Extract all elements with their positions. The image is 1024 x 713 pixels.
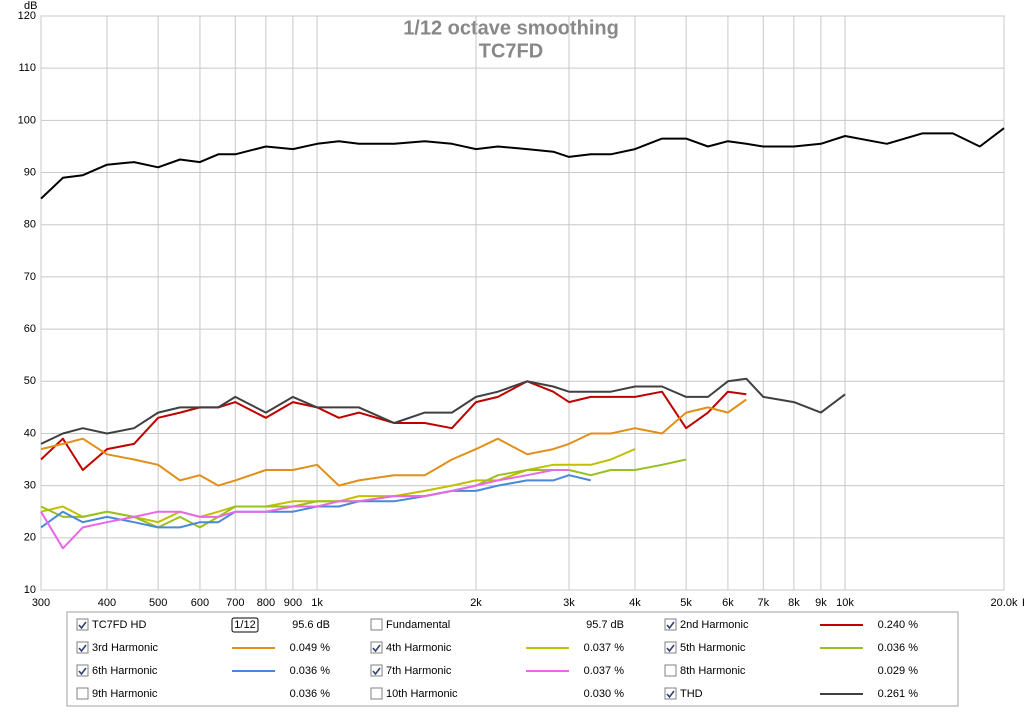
x-tick-label: 800: [257, 597, 275, 609]
series-line: [40, 377, 846, 445]
y-tick-label: 70: [24, 271, 36, 283]
legend-name: 5th Harmonic: [680, 642, 746, 654]
x-tick-label: 700: [226, 597, 244, 609]
legend-name: 6th Harmonic: [92, 665, 158, 677]
legend-reading: 0.029 %: [878, 665, 919, 677]
checkmark: [666, 621, 675, 630]
y-tick-label: 20: [24, 532, 36, 544]
checkmark: [78, 621, 87, 630]
y-tick-label: 90: [24, 166, 36, 178]
x-tick-label: 5k: [680, 597, 692, 609]
legend-reading: 0.240 %: [878, 619, 919, 631]
legend-reading: 0.036 %: [290, 688, 331, 700]
legend-name: 10th Harmonic: [386, 688, 458, 700]
checkmark: [372, 644, 381, 653]
x-tick-label: 500: [149, 597, 167, 609]
x-tick-label: 1k: [311, 597, 323, 609]
legend-name: 2nd Harmonic: [680, 619, 749, 631]
legend-name: 7th Harmonic: [386, 665, 452, 677]
checkmark: [666, 690, 675, 699]
y-tick-label: 80: [24, 219, 36, 231]
x-tick-label: 4k: [629, 597, 641, 609]
legend-name: Fundamental: [386, 619, 450, 631]
y-tick-label: 40: [24, 427, 36, 439]
plot-area: [40, 15, 1005, 591]
legend-checkbox[interactable]: [370, 618, 383, 631]
series-line: [40, 398, 747, 487]
y-tick-label: 10: [24, 584, 36, 596]
x-tick-label: 300: [32, 597, 50, 609]
x-tick-label: 6k: [722, 597, 734, 609]
legend-reading: 0.030 %: [584, 688, 625, 700]
legend-name: 9th Harmonic: [92, 688, 158, 700]
series-line: [40, 474, 592, 529]
smoothing-icon-box: [231, 617, 259, 633]
x-tick-label: 7k: [757, 597, 769, 609]
legend-reading: 0.049 %: [290, 642, 331, 654]
legend-checkbox[interactable]: [76, 641, 89, 654]
legend-name: THD: [680, 688, 703, 700]
x-tick-label: 9k: [815, 597, 827, 609]
legend-checkbox[interactable]: [664, 664, 677, 677]
series-line: [40, 469, 569, 550]
x-tick-label: 10k: [836, 597, 854, 609]
x-tick-label: 2k: [470, 597, 482, 609]
legend-name: 3rd Harmonic: [92, 642, 159, 654]
legend-checkbox[interactable]: [76, 687, 89, 700]
legend-reading: 95.6 dB: [292, 619, 330, 631]
legend-name: 8th Harmonic: [680, 665, 746, 677]
legend-checkbox[interactable]: [76, 618, 89, 631]
legend-reading: 0.037 %: [584, 665, 625, 677]
legend-checkbox[interactable]: [370, 664, 383, 677]
x-axis-label: Hz: [1022, 597, 1024, 609]
legend-reading: 0.036 %: [290, 665, 331, 677]
legend-checkbox[interactable]: [664, 687, 677, 700]
y-tick-label: 30: [24, 480, 36, 492]
series-line: [40, 127, 1005, 200]
legend-checkbox[interactable]: [76, 664, 89, 677]
y-tick-label: 60: [24, 323, 36, 335]
x-tick-label: 600: [191, 597, 209, 609]
checkmark: [78, 644, 87, 653]
legend-checkbox[interactable]: [664, 641, 677, 654]
y-tick-label: 100: [18, 114, 36, 126]
x-tick-label: 8k: [788, 597, 800, 609]
legend-name: 4th Harmonic: [386, 642, 452, 654]
x-tick-label: 20.0k: [991, 597, 1018, 609]
y-axis-label: dB: [24, 0, 37, 12]
x-tick-label: 400: [98, 597, 116, 609]
chart-subtitle: TC7FD: [479, 40, 543, 62]
legend-checkbox[interactable]: [664, 618, 677, 631]
legend-reading: 0.037 %: [584, 642, 625, 654]
legend-panel: [66, 611, 959, 707]
chart-title: 1/12 octave smoothing: [403, 17, 619, 39]
legend-checkbox[interactable]: [370, 687, 383, 700]
legend-reading: 0.261 %: [878, 688, 919, 700]
y-tick-label: 120: [18, 10, 36, 22]
y-tick-label: 50: [24, 375, 36, 387]
legend-name: TC7FD HD: [92, 619, 146, 631]
x-tick-label: 3k: [563, 597, 575, 609]
smoothing-icon[interactable]: 1/12: [234, 619, 255, 631]
y-tick-label: 110: [18, 62, 36, 74]
legend-checkbox[interactable]: [370, 641, 383, 654]
checkmark: [372, 667, 381, 676]
checkmark: [78, 667, 87, 676]
legend-reading: 0.036 %: [878, 642, 919, 654]
checkmark: [666, 644, 675, 653]
x-tick-label: 900: [284, 597, 302, 609]
legend-reading: 95.7 dB: [586, 619, 624, 631]
